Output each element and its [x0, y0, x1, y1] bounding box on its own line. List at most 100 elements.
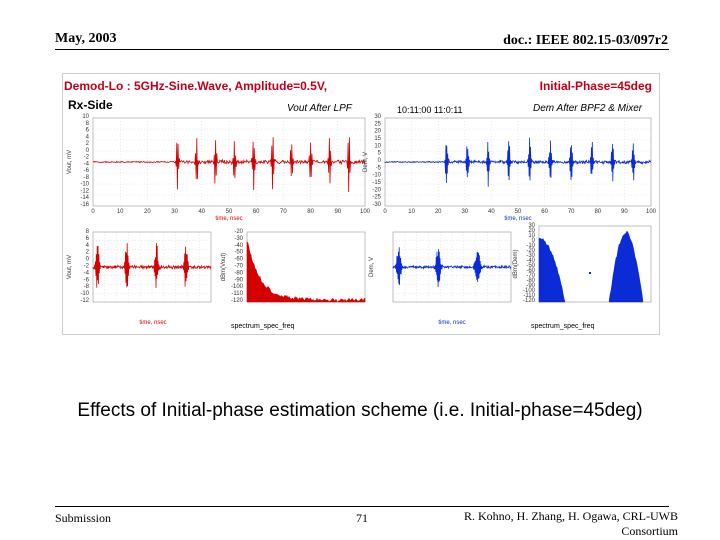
plot-spec-red-ytick: -110	[231, 291, 243, 297]
plot-dem-top-ytick: 30	[374, 114, 381, 120]
spectrum-blue-right	[608, 230, 644, 303]
footer-authors-line1: R. Kohno, H. Zhang, H. Ogawa, CRL-UWB	[464, 509, 678, 523]
plot-vout-top-ytick: -2	[84, 155, 90, 161]
footer-page-number: 71	[356, 511, 368, 525]
plot-dem-top-xtick: 100	[646, 209, 657, 215]
plot-vout-mid-ylabel: Vout, mV	[67, 255, 73, 279]
plot-vout-top-ylabel: Vout, mV	[67, 150, 73, 174]
footer-authors-line2: Consortium	[621, 524, 678, 538]
plot-vout-top-ytick: 6	[86, 128, 90, 134]
plot-spec-red-ylabel: dBm(Vout)	[221, 253, 227, 281]
plot-spec-red-ytick: -70	[234, 264, 243, 270]
plot-dem-top-xtick: 50	[515, 209, 522, 215]
dem-trace-top	[384, 137, 652, 187]
footer-authors: R. Kohno, H. Zhang, H. Ogawa, CRL-UWB Co…	[464, 509, 678, 539]
spectrum-blue-marker	[589, 272, 591, 274]
plot-vout-top-xtick: 80	[307, 209, 314, 215]
plot-vout-top-ytick: -6	[84, 168, 90, 174]
timestamp-label: 10:11:00 11:0:11	[397, 105, 463, 115]
plot-dem-top-ytick: 20	[374, 129, 381, 135]
plot-dem-top-xtick: 30	[461, 209, 468, 215]
figure-title-left: Demod-Lo : 5GHz-Sine.Wave, Amplitude=0.5…	[64, 79, 328, 93]
plot-vout-top-xtick: 0	[91, 209, 95, 215]
plot-spec-blue-ytick: -50	[526, 263, 535, 269]
plot-spec-blue-ytick: -110	[523, 293, 535, 299]
plot-vout-top-ytick: -8	[84, 175, 90, 181]
figure-caption: Effects of Initial-phase estimation sche…	[77, 400, 643, 421]
plot-vout-top-xtick: 20	[144, 209, 151, 215]
plot-vout-top-xtick: 100	[360, 209, 371, 215]
plot-spec-red-ytick: -20	[234, 229, 243, 235]
plot-dem-top-ytick: -20	[372, 187, 381, 193]
plot-spec-blue-ytick: -10	[526, 243, 535, 249]
plot-dem-mid-ylabel: Dem, V	[369, 257, 375, 277]
plot-dem-top-ytick: 10	[374, 143, 381, 149]
plot-dem-top-ytick: -10	[372, 173, 381, 179]
plot-vout-top-xtick: 10	[117, 209, 124, 215]
plot-vout-mid-ytick: 8	[86, 229, 90, 235]
plot-dem-top-xtick: 70	[568, 209, 575, 215]
plot-dem-top-xtick: 90	[621, 209, 628, 215]
header-rule	[55, 49, 669, 50]
plot-dem-top-ytick: 5	[378, 151, 382, 157]
plot-spec-blue-ytick: -80	[526, 278, 535, 284]
plot-vout-top-xtick: 50	[226, 209, 233, 215]
plot-dem-top-ytick: 15	[374, 136, 381, 142]
plot-dem-top-ytick: -25	[372, 195, 381, 201]
plot-spec-red-ytick: -120	[231, 298, 244, 304]
plot-vout-mid-ytick: 0	[86, 257, 90, 263]
plot-spec-red-ytick: -30	[234, 236, 243, 242]
plot-dem-top-xtick: 60	[541, 209, 548, 215]
plot-dem-top-xtick: 0	[383, 209, 387, 215]
plot-spec-blue-ytick: -100	[523, 288, 536, 294]
plot-dem-top-ytick: 25	[374, 121, 381, 127]
vout-trace-top	[92, 137, 366, 193]
plot-vout-top-xtick: 40	[198, 209, 205, 215]
footer-rule	[55, 506, 669, 507]
plot-vout-mid-ytick: -6	[84, 277, 90, 283]
dem-label: Dem After BPF2 & Mixer	[533, 103, 643, 114]
plot-vout-mid-xlabel: time, nsec	[139, 320, 166, 326]
plot-spec-blue-ytick: -30	[526, 253, 535, 259]
vout-trace-mid	[92, 242, 212, 288]
plot-dem-top-ytick: -15	[372, 180, 381, 186]
plot-spec-blue-ytick: -70	[526, 273, 535, 279]
dem-trace-mid	[392, 247, 512, 288]
plot-dem-top-ytick: 0	[378, 158, 382, 164]
spectrum-label-right: spectrum_spec_freq	[531, 323, 595, 330]
plot-dem-top-xtick: 10	[408, 209, 415, 215]
rx-side-label: Rx-Side	[68, 98, 113, 112]
plot-spec-blue-ytick: 10	[528, 233, 535, 239]
plot-dem-top-xtick: 40	[488, 209, 495, 215]
plot-vout-top-ytick: 4	[86, 134, 90, 140]
footer-submission: Submission	[55, 511, 112, 525]
plot-vout-top-ytick: -10	[80, 182, 89, 188]
plot-spec-red-ytick: -50	[234, 250, 243, 256]
plot-vout-mid-ytick: -4	[84, 270, 90, 276]
plot-vout-mid-ytick: 6	[86, 236, 90, 242]
plot-spec-red-ytick: -90	[234, 277, 243, 283]
plot-dem-top-xtick: 80	[594, 209, 601, 215]
spectrum-label-left: spectrum_spec_freq	[231, 323, 295, 330]
plot-spec-blue-ytick: 20	[528, 228, 535, 234]
plot-vout-top-ytick: 2	[86, 141, 90, 147]
plot-vout-top-xtick: 60	[253, 209, 260, 215]
plot-spec-red-ytick: -100	[231, 284, 244, 290]
figure-title-right: Initial-Phase=45deg	[539, 79, 652, 93]
plot-vout-top-xlabel: time, nsec	[215, 216, 242, 222]
plot-dem-top-xlabel: time, nsec	[504, 216, 531, 222]
plot-spec-red-ytick: -80	[234, 270, 243, 276]
plot-spec-blue-ytick: -40	[526, 258, 535, 264]
plot-spec-blue-ytick: -60	[526, 268, 535, 274]
plot-vout-mid-ytick: 2	[86, 250, 90, 256]
header-doc-id: doc.: IEEE 802.15-03/097r2	[503, 33, 668, 48]
plot-spec-blue-ytick: 30	[528, 223, 535, 229]
plot-vout-top-ytick: 0	[86, 148, 90, 154]
plot-vout-mid-ytick: -2	[84, 264, 90, 270]
plot-vout-top-xtick: 70	[280, 209, 287, 215]
plot-vout-top-ytick: -14	[80, 195, 89, 201]
spectrum-red-area	[246, 241, 366, 303]
plot-vout-top-xtick: 30	[171, 209, 178, 215]
plot-vout-top-ytick: -16	[80, 202, 89, 208]
